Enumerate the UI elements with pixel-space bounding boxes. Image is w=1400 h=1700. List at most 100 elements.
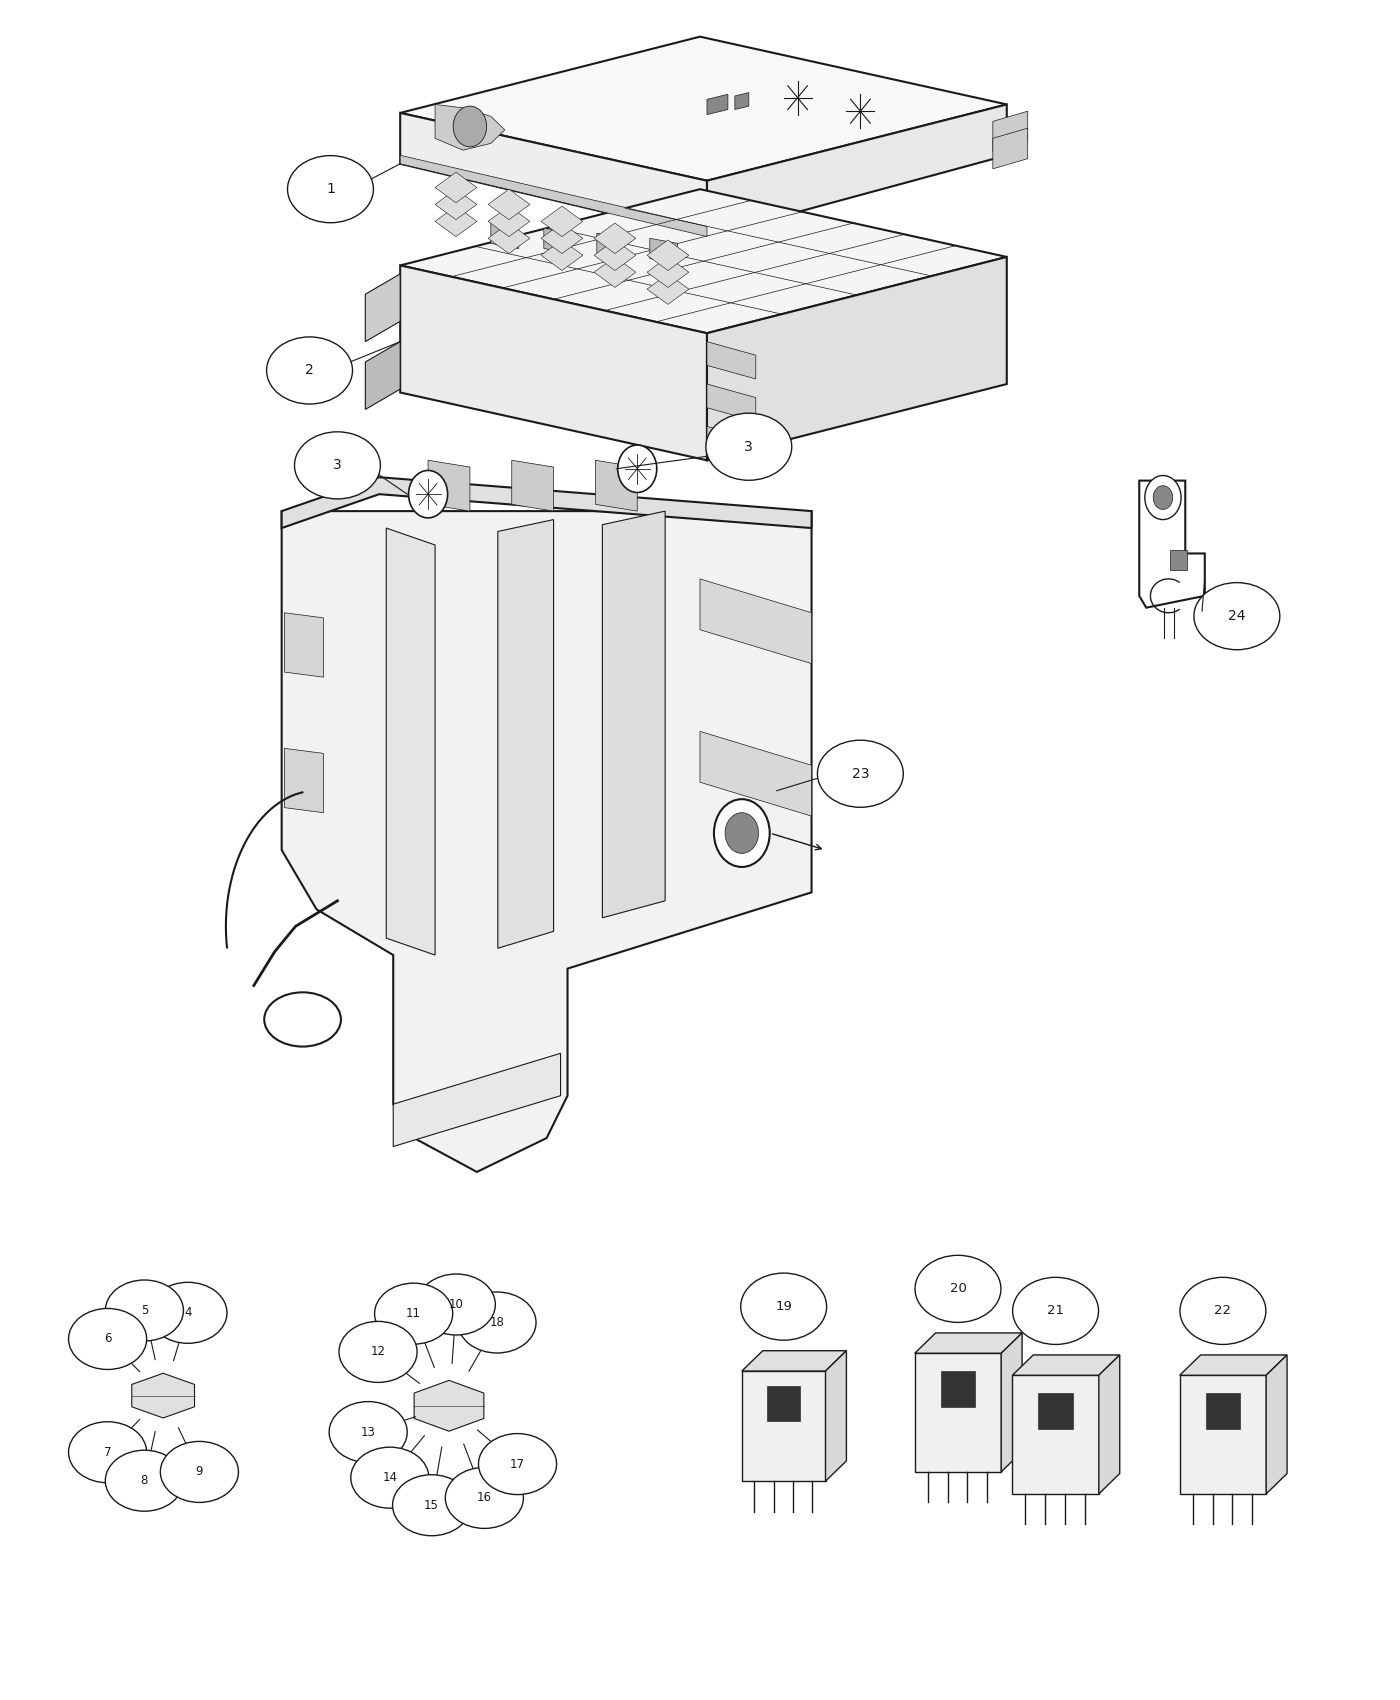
Text: 11: 11 bbox=[406, 1307, 421, 1321]
Polygon shape bbox=[647, 274, 689, 304]
Text: 17: 17 bbox=[510, 1457, 525, 1470]
Polygon shape bbox=[540, 206, 582, 236]
Text: 23: 23 bbox=[851, 767, 869, 780]
Polygon shape bbox=[1266, 1355, 1287, 1494]
Polygon shape bbox=[707, 427, 756, 464]
Text: 14: 14 bbox=[382, 1470, 398, 1484]
Text: 24: 24 bbox=[1228, 609, 1246, 624]
Circle shape bbox=[1145, 476, 1182, 520]
Polygon shape bbox=[400, 37, 1007, 180]
Polygon shape bbox=[512, 461, 553, 512]
Ellipse shape bbox=[916, 1255, 1001, 1323]
Ellipse shape bbox=[392, 1474, 470, 1535]
Polygon shape bbox=[1012, 1375, 1099, 1494]
Polygon shape bbox=[594, 240, 636, 270]
Polygon shape bbox=[595, 461, 637, 512]
Ellipse shape bbox=[69, 1309, 147, 1370]
Text: 22: 22 bbox=[1214, 1304, 1232, 1318]
Ellipse shape bbox=[1012, 1277, 1099, 1345]
Text: 2: 2 bbox=[305, 364, 314, 377]
Text: 16: 16 bbox=[477, 1491, 491, 1504]
Ellipse shape bbox=[148, 1282, 227, 1343]
Polygon shape bbox=[435, 172, 477, 202]
Polygon shape bbox=[647, 240, 689, 270]
Ellipse shape bbox=[287, 156, 374, 223]
Polygon shape bbox=[281, 512, 812, 1171]
Polygon shape bbox=[993, 110, 1028, 151]
Text: 19: 19 bbox=[776, 1300, 792, 1312]
Ellipse shape bbox=[105, 1450, 183, 1511]
Polygon shape bbox=[281, 478, 812, 529]
Polygon shape bbox=[707, 257, 1007, 461]
Polygon shape bbox=[428, 461, 470, 512]
Polygon shape bbox=[400, 112, 707, 236]
Bar bbox=[1039, 1392, 1072, 1428]
Text: 15: 15 bbox=[424, 1499, 440, 1511]
Polygon shape bbox=[365, 342, 400, 410]
Text: 20: 20 bbox=[949, 1282, 966, 1295]
Polygon shape bbox=[742, 1370, 826, 1481]
Polygon shape bbox=[540, 240, 582, 270]
Polygon shape bbox=[1180, 1355, 1287, 1375]
Text: 6: 6 bbox=[104, 1333, 112, 1345]
Text: 12: 12 bbox=[371, 1345, 385, 1358]
Circle shape bbox=[714, 799, 770, 867]
Polygon shape bbox=[393, 1054, 560, 1146]
Polygon shape bbox=[414, 1380, 484, 1431]
Ellipse shape bbox=[417, 1273, 496, 1334]
Polygon shape bbox=[914, 1333, 1022, 1353]
Polygon shape bbox=[489, 206, 529, 236]
Text: 8: 8 bbox=[140, 1474, 148, 1488]
Text: 9: 9 bbox=[196, 1465, 203, 1479]
Ellipse shape bbox=[329, 1401, 407, 1462]
Ellipse shape bbox=[375, 1284, 452, 1345]
Polygon shape bbox=[647, 257, 689, 287]
Text: 3: 3 bbox=[333, 459, 342, 473]
Ellipse shape bbox=[105, 1280, 183, 1341]
Polygon shape bbox=[543, 228, 571, 253]
Text: 13: 13 bbox=[361, 1426, 375, 1438]
Polygon shape bbox=[707, 94, 728, 114]
Polygon shape bbox=[826, 1352, 847, 1481]
Polygon shape bbox=[993, 128, 1028, 168]
Polygon shape bbox=[650, 238, 678, 264]
Polygon shape bbox=[1012, 1355, 1120, 1375]
Bar bbox=[1170, 551, 1187, 571]
Polygon shape bbox=[435, 206, 477, 236]
Bar bbox=[767, 1386, 801, 1421]
Polygon shape bbox=[489, 189, 529, 219]
Ellipse shape bbox=[458, 1292, 536, 1353]
Polygon shape bbox=[594, 257, 636, 287]
Ellipse shape bbox=[1180, 1277, 1266, 1345]
Text: 4: 4 bbox=[185, 1306, 192, 1319]
Polygon shape bbox=[594, 223, 636, 253]
Text: 18: 18 bbox=[490, 1316, 504, 1329]
Circle shape bbox=[725, 813, 759, 853]
Polygon shape bbox=[700, 731, 812, 816]
Ellipse shape bbox=[339, 1321, 417, 1382]
Polygon shape bbox=[707, 104, 1007, 236]
Polygon shape bbox=[365, 274, 400, 342]
Polygon shape bbox=[400, 265, 707, 461]
Polygon shape bbox=[284, 612, 323, 677]
Polygon shape bbox=[284, 748, 323, 813]
Polygon shape bbox=[1001, 1333, 1022, 1472]
Text: 21: 21 bbox=[1047, 1304, 1064, 1318]
Polygon shape bbox=[700, 580, 812, 663]
Polygon shape bbox=[707, 384, 756, 422]
Polygon shape bbox=[596, 233, 624, 258]
Ellipse shape bbox=[445, 1467, 524, 1528]
Text: 10: 10 bbox=[449, 1299, 463, 1311]
Polygon shape bbox=[491, 223, 519, 248]
Text: 3: 3 bbox=[745, 440, 753, 454]
Bar bbox=[1205, 1392, 1240, 1428]
Polygon shape bbox=[400, 155, 707, 236]
Polygon shape bbox=[914, 1353, 1001, 1472]
Polygon shape bbox=[540, 223, 582, 253]
Polygon shape bbox=[742, 1352, 847, 1370]
Ellipse shape bbox=[69, 1421, 147, 1482]
Polygon shape bbox=[400, 189, 1007, 333]
Ellipse shape bbox=[294, 432, 381, 498]
Text: 7: 7 bbox=[104, 1445, 112, 1459]
Circle shape bbox=[617, 445, 657, 493]
